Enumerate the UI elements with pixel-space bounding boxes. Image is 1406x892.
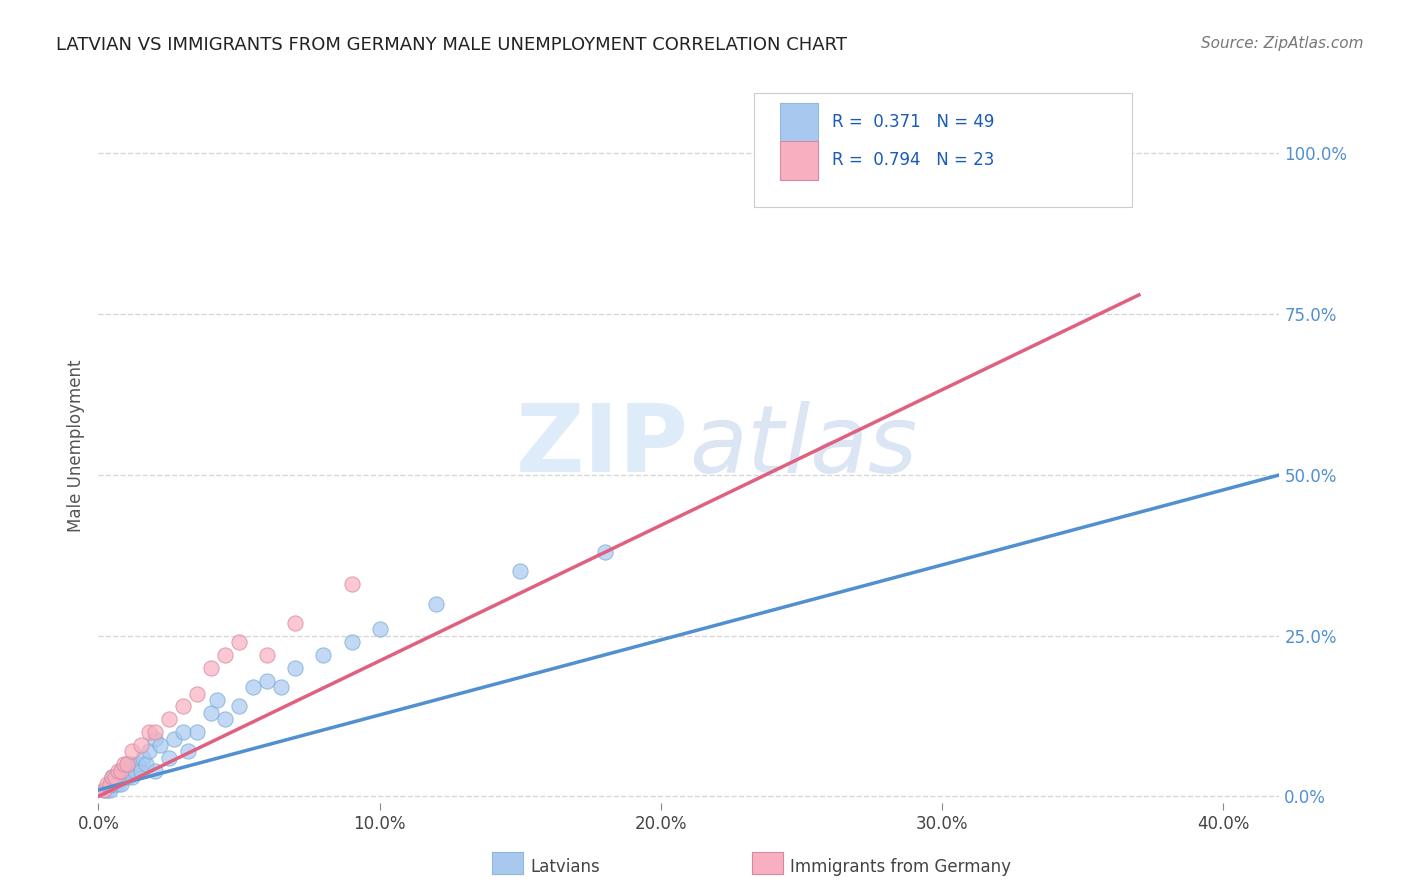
Point bbox=[98, 776, 121, 790]
Text: Latvians: Latvians bbox=[530, 858, 600, 876]
Point bbox=[112, 757, 135, 772]
Point bbox=[228, 635, 250, 649]
Point bbox=[200, 661, 222, 675]
Point bbox=[205, 693, 228, 707]
Point bbox=[115, 757, 138, 772]
Point bbox=[121, 744, 143, 758]
Point bbox=[214, 712, 236, 726]
Point bbox=[132, 751, 155, 765]
Point bbox=[107, 776, 129, 790]
Point bbox=[186, 725, 208, 739]
Point bbox=[509, 565, 531, 579]
Point bbox=[284, 661, 307, 675]
Point bbox=[129, 764, 152, 778]
Text: Source: ZipAtlas.com: Source: ZipAtlas.com bbox=[1201, 36, 1364, 51]
Point bbox=[115, 764, 138, 778]
Text: LATVIAN VS IMMIGRANTS FROM GERMANY MALE UNEMPLOYMENT CORRELATION CHART: LATVIAN VS IMMIGRANTS FROM GERMANY MALE … bbox=[56, 36, 848, 54]
Point bbox=[143, 764, 166, 778]
Point bbox=[163, 731, 186, 746]
Point bbox=[242, 680, 264, 694]
Point bbox=[593, 545, 616, 559]
Point bbox=[101, 776, 124, 790]
Point bbox=[98, 776, 121, 790]
Point bbox=[110, 764, 132, 778]
Point bbox=[284, 615, 307, 630]
Point bbox=[121, 770, 143, 784]
Text: R =  0.794   N = 23: R = 0.794 N = 23 bbox=[832, 152, 994, 169]
Point bbox=[138, 744, 160, 758]
Point bbox=[172, 699, 194, 714]
Point bbox=[107, 764, 129, 778]
FancyBboxPatch shape bbox=[780, 103, 818, 142]
FancyBboxPatch shape bbox=[780, 141, 818, 180]
Point bbox=[172, 725, 194, 739]
Point bbox=[270, 680, 292, 694]
Point bbox=[1071, 146, 1094, 161]
Point bbox=[149, 738, 172, 752]
Point bbox=[107, 770, 129, 784]
Point bbox=[112, 764, 135, 778]
Point bbox=[101, 770, 124, 784]
Point bbox=[157, 712, 180, 726]
Point bbox=[200, 706, 222, 720]
Point bbox=[104, 776, 127, 790]
Point bbox=[96, 783, 118, 797]
Point bbox=[124, 764, 146, 778]
Point bbox=[312, 648, 335, 662]
Text: atlas: atlas bbox=[689, 401, 917, 491]
Point bbox=[138, 725, 160, 739]
Point bbox=[93, 783, 115, 797]
Point bbox=[101, 776, 124, 790]
Text: R =  0.371   N = 49: R = 0.371 N = 49 bbox=[832, 113, 994, 131]
Point bbox=[96, 776, 118, 790]
Point bbox=[157, 751, 180, 765]
Point bbox=[101, 770, 124, 784]
Text: ZIP: ZIP bbox=[516, 400, 689, 492]
Point bbox=[110, 776, 132, 790]
Point bbox=[129, 738, 152, 752]
Text: Immigrants from Germany: Immigrants from Germany bbox=[790, 858, 1011, 876]
Point bbox=[112, 770, 135, 784]
Point bbox=[425, 597, 447, 611]
Point bbox=[121, 757, 143, 772]
Point bbox=[110, 764, 132, 778]
Point bbox=[143, 725, 166, 739]
Point bbox=[340, 577, 363, 591]
Point bbox=[127, 757, 149, 772]
Point bbox=[115, 770, 138, 784]
Point bbox=[110, 770, 132, 784]
Point bbox=[98, 783, 121, 797]
Point bbox=[368, 622, 391, 636]
Point bbox=[228, 699, 250, 714]
Point bbox=[340, 635, 363, 649]
Point bbox=[214, 648, 236, 662]
Point bbox=[143, 731, 166, 746]
Point bbox=[115, 757, 138, 772]
Point bbox=[104, 770, 127, 784]
FancyBboxPatch shape bbox=[754, 93, 1132, 207]
Point bbox=[256, 648, 278, 662]
Point bbox=[256, 673, 278, 688]
Y-axis label: Male Unemployment: Male Unemployment bbox=[66, 359, 84, 533]
Point bbox=[104, 770, 127, 784]
Point bbox=[177, 744, 200, 758]
Point bbox=[135, 757, 157, 772]
Point bbox=[93, 783, 115, 797]
Point bbox=[186, 686, 208, 700]
